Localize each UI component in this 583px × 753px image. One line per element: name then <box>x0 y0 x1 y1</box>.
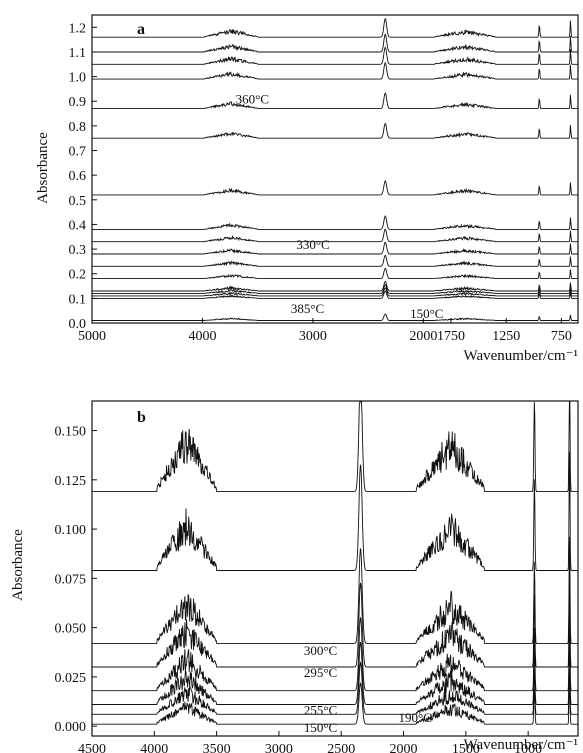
spectrum-line <box>92 17 578 38</box>
y-tick-label: 0.1 <box>69 292 87 307</box>
panel-a: a 0.0 0.1 0.2 0.3 0.4 0.5 0.6 0.7 0.8 0.9 1.0 1.1 1.… <box>35 14 579 364</box>
temperature-label: 150°C <box>410 306 443 321</box>
panel-b-x-ticks: 4500 4000 3500 3000 2500 2000 1500 1000 <box>78 731 542 753</box>
panel-a-y-axis-label: Absorbance <box>35 132 51 204</box>
spectrum-line <box>92 678 578 725</box>
panel-b-frame <box>91 400 579 737</box>
panel-b-y-axis-label: Absorbance <box>10 529 26 601</box>
temperature-label: 190°C <box>399 710 432 725</box>
spectrum-line <box>92 122 578 139</box>
y-tick-label: 0.050 <box>55 622 87 637</box>
spectrum-line <box>92 284 578 294</box>
x-tick-label: 2000 <box>390 742 418 753</box>
x-tick-label: 4500 <box>78 742 106 753</box>
temperature-label: 360°C <box>236 92 269 107</box>
y-tick-label: 0.025 <box>55 671 87 686</box>
y-tick-label: 0.3 <box>69 243 87 258</box>
x-tick-label: 3000 <box>265 742 293 753</box>
spectrum-line <box>92 280 578 292</box>
y-tick-label: 0.8 <box>69 120 87 135</box>
x-tick-label: 5000 <box>78 329 106 344</box>
spectrum-line <box>92 254 578 267</box>
spectrum-line <box>92 215 578 230</box>
y-tick-label: 0.125 <box>55 474 87 489</box>
panel-a-letter: a <box>137 21 145 38</box>
x-tick-label: 1750 <box>437 329 465 344</box>
panel-b: b 0.000 0.025 0.050 0.075 0.100 0.125 0.150 45… <box>10 400 579 753</box>
x-tick-label: 2000 <box>409 329 437 344</box>
panel-b-annotations: 300°C 295°C 255°C 150°C 190°C <box>304 643 432 735</box>
y-tick-label: 0.2 <box>69 268 87 283</box>
spectrum-line <box>92 179 578 196</box>
panel-b-spectra <box>92 401 578 725</box>
y-tick-label: 0.075 <box>55 572 87 587</box>
spectrum-line <box>92 228 578 243</box>
y-tick-label: 1.1 <box>69 46 87 61</box>
temperature-label: 300°C <box>304 643 337 658</box>
y-tick-label: 0.0 <box>69 317 87 332</box>
y-tick-label: 0.100 <box>55 523 87 538</box>
panel-b-x-axis-label: Wavenumber/cm⁻¹ <box>464 737 579 753</box>
spectrum-line <box>92 401 578 493</box>
spectrum-line <box>92 241 578 255</box>
panel-b-y-ticks: 0.000 0.025 0.050 0.075 0.100 0.125 0.150 <box>55 425 97 735</box>
spectrum-line <box>92 451 578 571</box>
y-tick-label: 0.7 <box>69 145 87 160</box>
temperature-label: 150°C <box>304 720 337 735</box>
spectrum-line <box>92 313 578 321</box>
panel-a-x-axis-label: Wavenumber/cm⁻¹ <box>464 348 579 364</box>
panel-a-y-ticks: 0.0 0.1 0.2 0.3 0.4 0.5 0.6 0.7 0.8 0.9 1.0 1.1 1.2 <box>69 21 97 332</box>
spectrum-line <box>92 290 578 299</box>
spectrum-line <box>92 572 578 668</box>
temperature-label: 385°C <box>291 301 324 316</box>
panel-a-x-ticks: 5000 4000 3000 2000 1750 1250 750 <box>78 318 572 344</box>
x-tick-label: 1000 <box>514 742 542 753</box>
panel-a-annotations: 360°C 330°C 385°C 150°C <box>236 92 444 321</box>
y-tick-label: 0.5 <box>69 194 87 209</box>
spectrum-line <box>92 634 578 705</box>
spectrum-line <box>92 33 578 53</box>
spectrum-line <box>92 608 578 692</box>
temperature-label: 255°C <box>304 702 337 717</box>
x-tick-label: 2500 <box>327 742 355 753</box>
spectrum-line <box>92 92 578 110</box>
x-tick-label: 3500 <box>203 742 231 753</box>
x-tick-label: 4000 <box>140 742 168 753</box>
panel-a-frame <box>91 14 579 324</box>
spectrum-line <box>92 287 578 297</box>
panel-b-letter: b <box>137 409 146 426</box>
y-tick-label: 0.4 <box>69 218 87 233</box>
spectrum-line <box>92 46 578 65</box>
x-tick-label: 1250 <box>492 329 520 344</box>
temperature-label: 295°C <box>304 665 337 680</box>
x-tick-label: 3000 <box>299 329 327 344</box>
panel-a-spectra <box>92 17 578 321</box>
y-tick-label: 0.150 <box>55 425 87 440</box>
spectrum-line <box>92 61 578 80</box>
y-tick-label: 1.0 <box>69 71 87 86</box>
x-tick-label: 750 <box>551 329 572 344</box>
y-tick-label: 0.9 <box>69 95 87 110</box>
y-tick-label: 0.6 <box>69 169 87 184</box>
temperature-label: 330°C <box>296 237 329 252</box>
y-tick-label: 1.2 <box>69 21 87 36</box>
spectrum-line <box>92 267 578 280</box>
y-tick-label: 0.000 <box>55 720 87 735</box>
spectrum-line <box>92 536 578 644</box>
spectrum-line <box>92 656 578 715</box>
x-tick-label: 1500 <box>452 742 480 753</box>
x-tick-label: 4000 <box>188 329 216 344</box>
